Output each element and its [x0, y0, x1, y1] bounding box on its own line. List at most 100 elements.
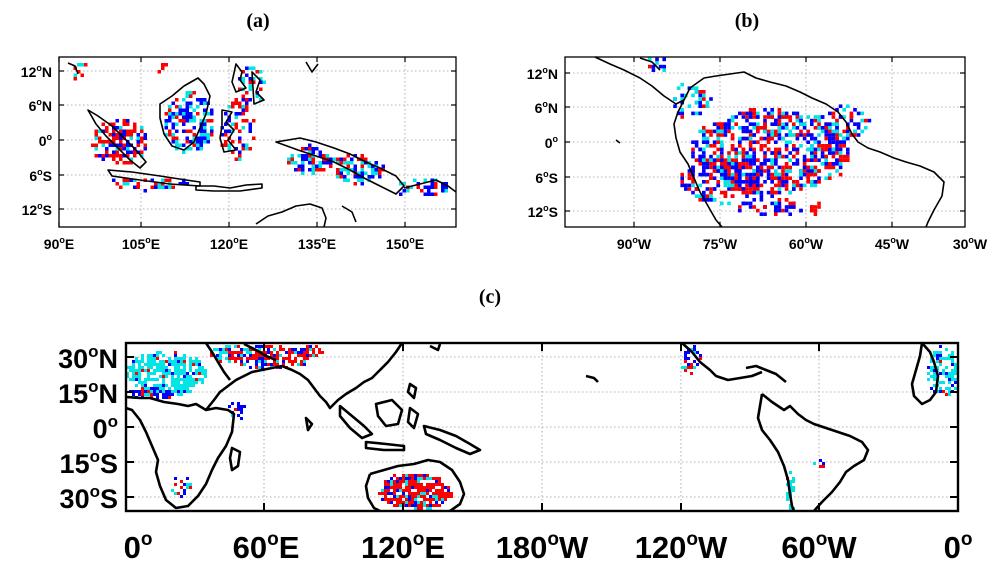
grid-cell — [673, 97, 677, 101]
grid-cell — [939, 360, 942, 363]
grid-cell — [770, 122, 774, 126]
grid-cell — [192, 126, 196, 130]
grid-cell — [838, 158, 843, 162]
grid-cell — [727, 126, 731, 130]
grid-cell — [177, 372, 180, 375]
grid-cell — [189, 384, 192, 387]
grid-cell — [168, 372, 171, 375]
grid-cell — [196, 143, 200, 147]
grid-cell — [165, 369, 168, 372]
grid-cell — [143, 143, 147, 147]
panel-c-cells — [126, 345, 957, 510]
grid-cell — [831, 136, 836, 141]
grid-cell — [763, 129, 767, 134]
grid-cell — [180, 372, 183, 375]
grid-cell — [255, 366, 258, 369]
grid-cell — [687, 357, 690, 360]
grid-cell — [759, 169, 764, 173]
grid-cell — [426, 477, 429, 480]
grid-cell — [115, 154, 119, 158]
grid-cell — [828, 162, 832, 166]
grid-cell — [273, 360, 276, 363]
grid-cell — [795, 115, 800, 119]
grid-cell — [390, 486, 393, 489]
grid-cell — [150, 378, 153, 381]
grid-cell — [720, 190, 724, 195]
grid-cell — [287, 161, 291, 165]
grid-cell — [745, 115, 749, 119]
grid-cell — [741, 129, 746, 134]
grid-cell — [153, 378, 156, 381]
grid-cell — [738, 140, 742, 144]
panel-c-y-label: 0o — [93, 412, 118, 444]
grid-cell — [748, 122, 753, 126]
grid-cell — [168, 115, 172, 119]
grid-cell — [770, 176, 774, 180]
grid-cell — [224, 122, 228, 126]
grid-cell — [408, 501, 411, 504]
grid-cell — [384, 495, 387, 498]
grid-cell — [702, 165, 706, 170]
grid-cell — [795, 183, 800, 188]
grid-cell — [846, 104, 850, 108]
panel-a-y-labels: 12oN 6oN 0o 6oS 12oS — [21, 63, 53, 218]
grid-cell — [159, 375, 162, 378]
grid-cell — [684, 354, 687, 357]
grid-cell — [301, 171, 305, 175]
grid-cell — [301, 157, 305, 161]
grid-cell — [948, 387, 951, 390]
grid-cell — [723, 162, 728, 166]
grid-cell — [138, 372, 141, 375]
grid-cell — [399, 504, 402, 507]
grid-cell — [752, 198, 756, 202]
grid-cell — [824, 133, 828, 137]
grid-cell — [813, 154, 818, 159]
grid-cell — [756, 122, 760, 126]
grid-cell — [752, 140, 756, 144]
grid-cell — [745, 136, 749, 141]
grid-cell — [206, 119, 210, 123]
grid-cell — [171, 122, 175, 126]
grid-cell — [180, 387, 183, 390]
grid-cell — [820, 126, 825, 130]
grid-cell — [786, 498, 789, 501]
grid-cell — [414, 477, 417, 480]
grid-cell — [763, 122, 767, 126]
grid-cell — [702, 90, 706, 94]
grid-cell — [738, 144, 742, 148]
grid-cell — [698, 147, 702, 152]
grid-cell — [414, 474, 417, 477]
grid-cell — [143, 189, 147, 193]
grid-cell — [691, 93, 695, 98]
grid-cell — [399, 498, 402, 501]
grid-cell — [393, 504, 396, 507]
grid-cell — [241, 119, 245, 123]
grid-cell — [813, 165, 818, 170]
grid-cell — [177, 357, 180, 360]
grid-cell — [784, 147, 789, 152]
grid-cell — [264, 351, 267, 354]
grid-cell — [294, 360, 297, 363]
grid-cell — [228, 351, 231, 354]
panel-a-x-label: 150oE — [386, 235, 424, 252]
grid-cell — [748, 154, 753, 159]
grid-cell — [856, 133, 861, 137]
grid-cell — [810, 147, 814, 152]
grid-cell — [759, 190, 764, 195]
grid-cell — [709, 187, 713, 191]
grid-cell — [720, 176, 724, 180]
grid-cell — [933, 384, 936, 387]
grid-cell — [390, 477, 393, 480]
grid-cell — [162, 384, 165, 387]
grid-cell — [408, 483, 411, 486]
grid-cell — [824, 122, 828, 126]
grid-cell — [396, 498, 399, 501]
grid-cell — [353, 164, 357, 168]
grid-cell — [444, 495, 447, 498]
grid-cell — [411, 477, 414, 480]
grid-cell — [423, 498, 426, 501]
grid-cell — [138, 360, 141, 363]
grid-cell — [828, 147, 832, 152]
grid-cell — [288, 351, 291, 354]
